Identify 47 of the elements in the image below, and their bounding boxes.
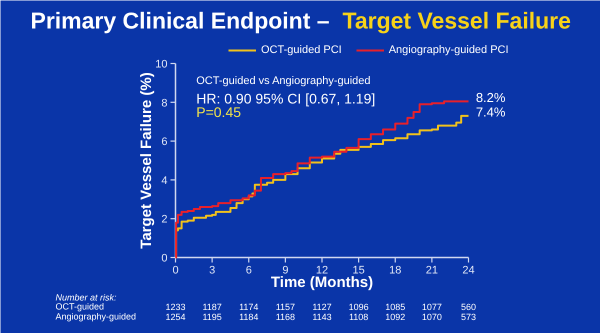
text: 1127 (312, 302, 332, 312)
text: 1108 (348, 312, 368, 322)
y-tick-label: 10 (155, 58, 168, 70)
text: 1096 (348, 302, 369, 312)
text: 1077 (422, 302, 442, 312)
y-axis-title: Target Vessel Failure (%) (138, 72, 155, 249)
x-tick-label: 6 (246, 264, 252, 276)
y-tick-label: 8 (161, 97, 168, 110)
text: 1168 (276, 312, 296, 322)
legend-label: Angiography-guided PCI (388, 44, 509, 56)
text: 1092 (385, 312, 406, 322)
annotation: HR: 0.90 95% CI [0.67, 1.19] (196, 90, 376, 106)
legend-label: OCT-guided PCI (261, 44, 342, 56)
y-tick-label: 4 (161, 174, 168, 187)
text: 1157 (276, 302, 296, 312)
chart-title: Primary Clinical Endpoint – (30, 8, 330, 34)
text: 1187 (202, 302, 222, 312)
text: Angiography-guided (56, 312, 136, 322)
text: 560 (460, 302, 476, 312)
text: 1195 (202, 312, 222, 322)
x-tick-label: 3 (209, 264, 216, 276)
x-axis-title: Time (Months) (270, 274, 374, 291)
annotation: OCT-guided vs Angiography-guided (196, 74, 371, 87)
text: OCT-guided (56, 302, 104, 312)
x-tick-label: 9 (282, 264, 288, 276)
annotation: P=0.45 (196, 104, 242, 120)
x-tick-label: 24 (462, 264, 475, 276)
chart-subtitle: Target Vessel Failure (342, 8, 571, 34)
x-tick-label: 12 (316, 264, 328, 276)
text: 1143 (312, 312, 332, 322)
text: 1254 (165, 312, 186, 322)
text: 1184 (239, 312, 258, 322)
text: 1233 (165, 302, 186, 312)
x-tick-label: 18 (389, 264, 402, 276)
text: 573 (460, 312, 476, 322)
x-tick-label: 15 (352, 264, 365, 276)
text: Number at risk: (56, 292, 118, 302)
y-tick-label: 2 (161, 214, 168, 226)
annotation: 8.2% (476, 90, 506, 105)
text: 1070 (422, 312, 442, 322)
x-tick-label: 0 (172, 264, 179, 276)
y-tick-label: 0 (161, 252, 168, 264)
annotation: 7.4% (476, 104, 506, 120)
text: 1174 (239, 302, 258, 312)
x-tick-label: 21 (426, 264, 438, 276)
y-tick-label: 6 (161, 136, 168, 148)
text: 1085 (385, 302, 406, 312)
